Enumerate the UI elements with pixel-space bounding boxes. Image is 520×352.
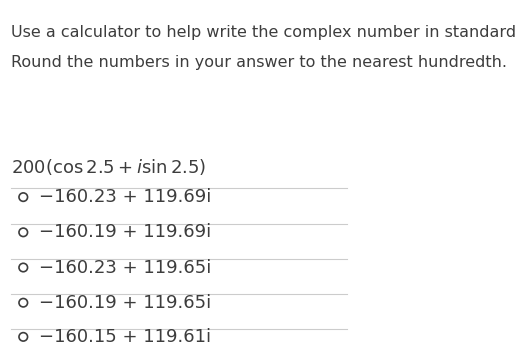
Text: −160.15 + 119.61i: −160.15 + 119.61i bbox=[40, 328, 212, 346]
Text: −160.19 + 119.69i: −160.19 + 119.69i bbox=[40, 223, 212, 241]
Text: −160.19 + 119.65i: −160.19 + 119.65i bbox=[40, 294, 212, 312]
Text: Use a calculator to help write the complex number in standard form.: Use a calculator to help write the compl… bbox=[11, 25, 520, 40]
Text: −160.23 + 119.69i: −160.23 + 119.69i bbox=[40, 188, 212, 206]
Text: Round the numbers in your answer to the nearest hundredth.: Round the numbers in your answer to the … bbox=[11, 55, 507, 70]
Text: $200(\cos 2.5 + i\sin 2.5)$: $200(\cos 2.5 + i\sin 2.5)$ bbox=[11, 157, 206, 177]
Text: −160.23 + 119.65i: −160.23 + 119.65i bbox=[40, 258, 212, 277]
